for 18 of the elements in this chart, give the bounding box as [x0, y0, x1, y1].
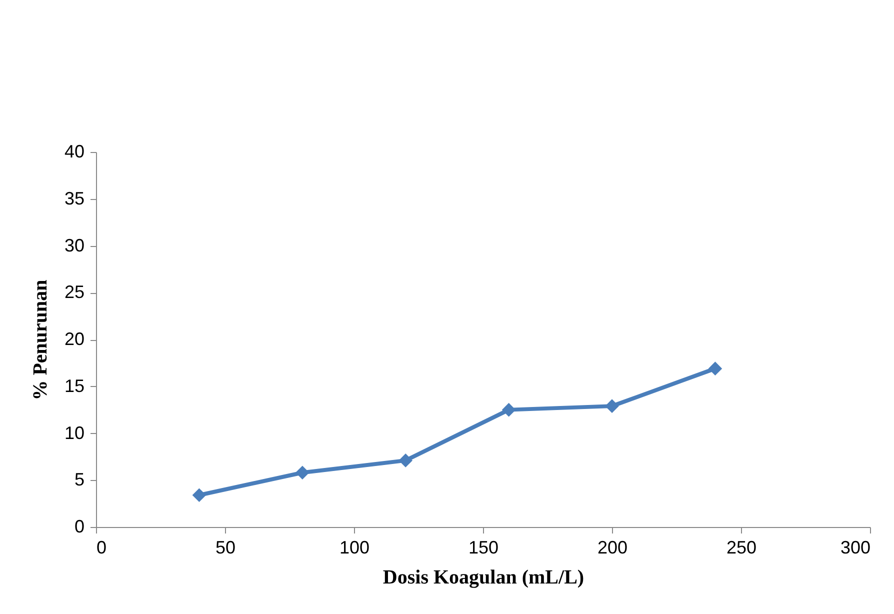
x-tick-label: 150: [468, 538, 499, 558]
x-tick-label: 50: [215, 538, 236, 558]
y-tick-label: 25: [64, 282, 84, 302]
x-tick-label: 100: [339, 538, 370, 558]
y-tick-label: 15: [64, 376, 84, 396]
y-tick-label: 35: [64, 188, 84, 208]
y-tick-label: 40: [64, 142, 84, 162]
x-tick-label: 300: [840, 538, 870, 558]
y-tick-label: 30: [64, 235, 84, 256]
x-tick-label: 0: [96, 538, 107, 558]
x-axis-title: Dosis Koagulan (mL/L): [382, 566, 584, 588]
y-tick-label: 20: [64, 329, 84, 349]
y-axis-title: % Penurunan: [29, 280, 52, 400]
x-tick-label: 200: [597, 538, 628, 558]
y-tick-label: 0: [74, 516, 84, 536]
y-tick-label: 5: [74, 470, 84, 490]
y-tick-label: 10: [64, 422, 84, 443]
x-tick-label: 250: [726, 538, 757, 558]
